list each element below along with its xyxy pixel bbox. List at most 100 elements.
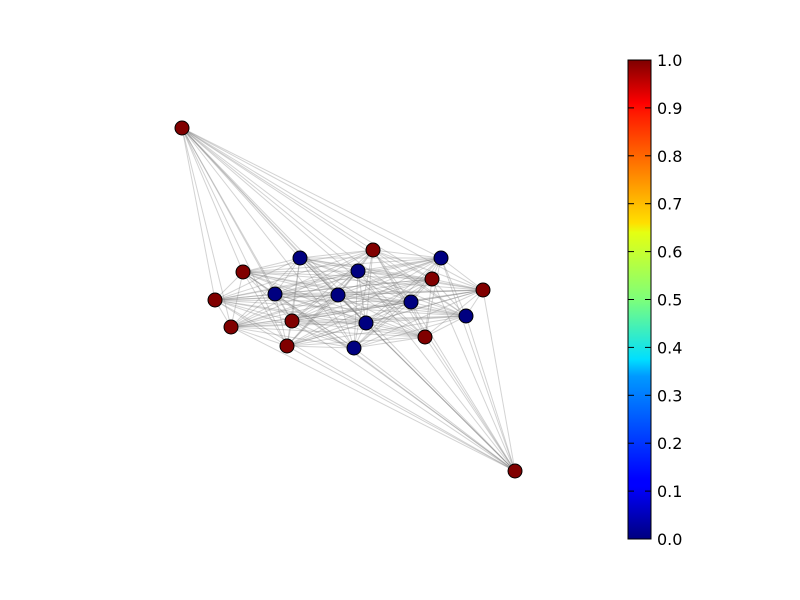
- node-12[interactable]: [433, 250, 449, 266]
- edge: [424, 289, 484, 338]
- node-9[interactable]: [417, 329, 433, 345]
- edge: [214, 299, 355, 349]
- edge: [181, 127, 244, 273]
- edge: [230, 270, 359, 328]
- node-14[interactable]: [267, 286, 283, 302]
- edge: [353, 257, 442, 349]
- edge: [299, 257, 339, 296]
- edge: [299, 257, 355, 349]
- edge: [337, 294, 467, 317]
- nodes-layer: [174, 120, 523, 479]
- edge: [181, 127, 232, 328]
- colorbar-ticks: 0.0 0.1 0.2 0.3 0.4 0.5 0.6 0.7 0.8 0.9 1.0: [628, 51, 682, 549]
- node-2[interactable]: [235, 264, 251, 280]
- edge: [424, 315, 467, 338]
- edge: [291, 289, 484, 322]
- edge: [357, 270, 433, 280]
- node-3[interactable]: [424, 271, 440, 287]
- edge: [365, 315, 467, 324]
- node-1[interactable]: [365, 242, 381, 258]
- edge: [214, 299, 288, 347]
- edge: [214, 270, 359, 301]
- edge: [299, 257, 359, 272]
- colorbar-tick-label: 0.0: [657, 530, 682, 549]
- edge: [424, 278, 433, 338]
- node-10[interactable]: [507, 463, 523, 479]
- edge: [181, 127, 426, 338]
- edge: [353, 270, 359, 349]
- edge: [291, 294, 339, 322]
- edge: [274, 293, 288, 347]
- colorbar: 0.0 0.1 0.2 0.3 0.4 0.5 0.6 0.7 0.8 0.9 1.0: [627, 51, 682, 549]
- edge: [181, 127, 216, 301]
- edge: [357, 257, 442, 272]
- edge: [181, 127, 412, 303]
- node-13[interactable]: [350, 263, 366, 279]
- colorbar-tick-label: 0.6: [657, 243, 682, 262]
- node-11[interactable]: [292, 250, 308, 266]
- edge: [353, 336, 426, 349]
- colorbar-tick-label: 0.9: [657, 99, 682, 118]
- node-0[interactable]: [174, 120, 190, 136]
- edge: [242, 271, 355, 349]
- edge: [214, 249, 374, 301]
- edge: [242, 257, 301, 273]
- edge: [410, 289, 484, 303]
- edge: [214, 299, 412, 303]
- edge: [181, 127, 355, 349]
- edge: [242, 271, 516, 472]
- colorbar-tick-label: 0.5: [657, 291, 682, 310]
- edge: [181, 127, 288, 347]
- colorbar-tick-label: 0.4: [657, 338, 682, 357]
- edge: [291, 320, 355, 349]
- colorbar-tick-label: 1.0: [657, 51, 682, 70]
- edge: [286, 345, 355, 349]
- edge: [242, 271, 484, 291]
- node-8[interactable]: [279, 338, 295, 354]
- edge: [431, 278, 467, 317]
- node-17[interactable]: [458, 308, 474, 324]
- edge: [353, 289, 484, 349]
- edge: [372, 249, 484, 291]
- edge: [286, 257, 442, 347]
- edge: [214, 293, 276, 301]
- edge: [230, 289, 484, 328]
- edge: [337, 294, 355, 349]
- node-7[interactable]: [223, 319, 239, 335]
- edge: [291, 257, 301, 322]
- edge: [291, 315, 467, 322]
- edge: [274, 270, 359, 295]
- edge: [424, 336, 516, 472]
- edge: [286, 322, 367, 347]
- node-4[interactable]: [475, 282, 491, 298]
- node-19[interactable]: [346, 340, 362, 356]
- edge: [337, 257, 442, 296]
- edge: [230, 326, 516, 472]
- edge: [214, 299, 467, 317]
- edge: [230, 315, 467, 328]
- edge: [337, 294, 426, 338]
- edge: [181, 127, 374, 251]
- edge: [214, 299, 516, 472]
- edge: [242, 271, 339, 296]
- node-15[interactable]: [330, 287, 346, 303]
- edge: [465, 315, 516, 472]
- edge: [365, 257, 442, 324]
- edge: [286, 289, 484, 347]
- edge: [230, 257, 301, 328]
- node-18[interactable]: [358, 315, 374, 331]
- edge: [337, 294, 412, 303]
- edge: [230, 322, 367, 328]
- edge: [357, 270, 367, 324]
- node-16[interactable]: [403, 294, 419, 310]
- node-6[interactable]: [284, 313, 300, 329]
- edge: [357, 270, 484, 291]
- colorbar-tick-label: 0.8: [657, 147, 682, 166]
- edge: [357, 270, 467, 317]
- edge: [482, 289, 516, 472]
- edge: [299, 249, 374, 259]
- edge: [181, 127, 516, 472]
- edge: [214, 257, 301, 301]
- node-5[interactable]: [207, 292, 223, 308]
